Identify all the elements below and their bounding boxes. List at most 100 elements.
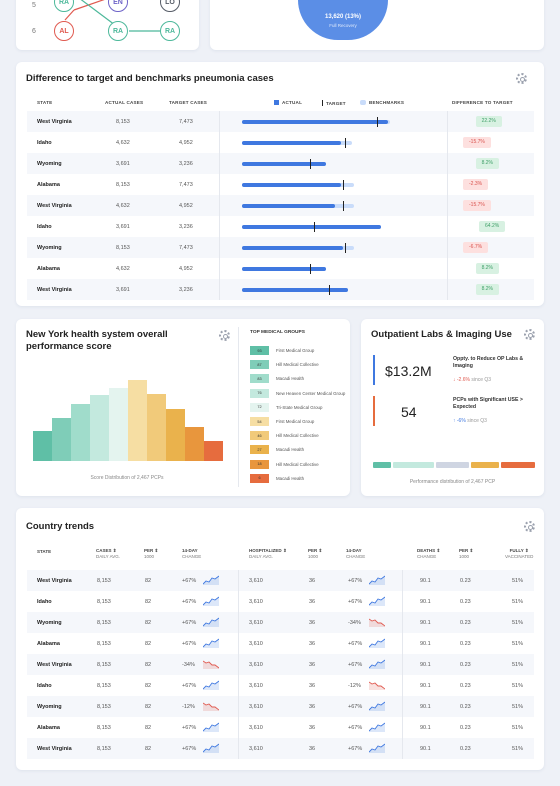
medical-group-item[interactable]: 27 Macadi Health (250, 445, 345, 457)
hospitalized-value: 3,610 (249, 641, 263, 647)
node-ra[interactable]: RA (108, 21, 128, 41)
histogram-bar[interactable] (109, 388, 128, 461)
target-cases: 4,952 (179, 203, 193, 209)
metric-label: Oppty. to Reduce OP Labs & Imaging (453, 356, 524, 369)
sparkline-icon (202, 659, 220, 669)
table-row[interactable]: Idaho 4,632 4,952 -15.7% (27, 132, 534, 153)
state-name: Alabama (37, 266, 60, 272)
table-row[interactable]: Wyoming 3,691 3,236 8.2% (27, 153, 534, 174)
actual-bar[interactable] (242, 204, 336, 208)
table-row[interactable]: West Virginia 4,632 4,952 -15.7% (27, 195, 534, 216)
actual-bar[interactable] (242, 288, 349, 292)
histogram-bar[interactable] (185, 427, 204, 461)
sparkline-icon (202, 617, 220, 627)
col-state: STATE (37, 549, 52, 554)
col-per[interactable]: PER ⇕ 1000 (308, 548, 323, 559)
group-score: 83 (250, 374, 269, 384)
actual-bar[interactable] (242, 141, 341, 145)
histogram-bar[interactable] (147, 393, 166, 461)
node-graph-card: 5 6 RA EN LO AL RA RA (16, 0, 199, 50)
medical-group-item[interactable]: 72 Tri-State Medical Group (250, 402, 345, 415)
medical-group-item[interactable]: 46 Hill Medical Collective (250, 431, 345, 443)
table-row[interactable]: Wyoming 8,153 82 +67% 3,610 36 -34% 90.1 0.23 51% (27, 612, 534, 633)
target-marker (342, 180, 344, 190)
table-row[interactable]: Wyoming 8,153 7,473 -6.7% (27, 237, 534, 258)
col-change[interactable]: 14-DAY CHANGE (182, 548, 202, 559)
histogram-bar[interactable] (71, 404, 90, 461)
node-ra[interactable]: RA (160, 21, 180, 41)
actual-bar[interactable] (242, 246, 343, 250)
funnel-segment[interactable]: 13,620 (13%) Full Recovery (298, 0, 388, 40)
change-value: +67% (348, 662, 363, 668)
sparkline-icon (202, 680, 220, 690)
actual-bar[interactable] (242, 183, 341, 187)
actual-bar[interactable] (242, 267, 326, 271)
state-name: Idaho (37, 683, 52, 689)
table-row[interactable]: Alabama 8,153 7,473 -2.3% (27, 174, 534, 195)
table-row[interactable]: Idaho 3,691 3,236 64.2% (27, 216, 534, 237)
per-value: 0.23 (460, 746, 471, 752)
histogram-bar[interactable] (204, 440, 223, 461)
sparkline-icon (368, 722, 386, 732)
col-deaths[interactable]: DEATHS ⇕ CHANGE (417, 548, 441, 559)
actual-cases: 3,691 (116, 287, 130, 293)
col-change[interactable]: 14-DAY CHANGE (346, 548, 366, 559)
distribution-segment[interactable] (435, 462, 470, 468)
histogram-bar[interactable] (52, 417, 71, 461)
histogram-bar[interactable] (90, 394, 109, 461)
col-vaccinated[interactable]: FULLY ⇕ VACCINATED (505, 548, 534, 559)
divider (402, 654, 403, 675)
medical-group-item[interactable]: 54 First Medical Group (250, 417, 345, 429)
node-al[interactable]: AL (54, 21, 74, 41)
table-row[interactable]: West Virginia 8,153 82 -34% 3,610 36 +67% 90.1 0… (27, 654, 534, 675)
distribution-bar (373, 462, 535, 468)
gear-icon[interactable] (524, 521, 535, 532)
table-row[interactable]: West Virginia 8,153 82 +67% 3,610 36 +67% 90.1 0… (27, 738, 534, 759)
gear-icon[interactable] (516, 73, 527, 84)
distribution-segment[interactable] (373, 462, 392, 468)
actual-bar[interactable] (242, 120, 389, 124)
medical-group-item[interactable]: 87 Hill Medical Collective (250, 360, 345, 372)
metric-opportunity[interactable]: $13.2M Oppty. to Reduce OP Labs & Imagin… (373, 355, 535, 385)
medical-group-item[interactable]: 76 New Heaven Center Medical Group (250, 388, 345, 401)
medical-group-item[interactable]: 93 First Medical Group (250, 346, 345, 358)
gear-icon[interactable] (524, 329, 535, 340)
table-row[interactable]: West Virginia 8,153 82 +67% 3,610 36 +67% 90.1 0… (27, 570, 534, 591)
distribution-segment[interactable] (471, 462, 500, 468)
state-name: Alabama (37, 182, 60, 188)
medical-group-item[interactable]: 6 Macadi Health (250, 473, 345, 486)
histogram-bar[interactable] (166, 408, 185, 461)
col-cases[interactable]: CASES ⇕ DAILY AVG. (96, 548, 121, 559)
table-row[interactable]: Wyoming 8,153 82 -12% 3,610 36 +67% 90.1 0.23 51% (27, 696, 534, 717)
per-value: 0.23 (460, 662, 471, 668)
table-row[interactable]: West Virginia 3,691 3,236 8.2% (27, 279, 534, 300)
actual-bar[interactable] (242, 225, 381, 229)
metric-pcps[interactable]: 54 PCPs with Significant USE > Expected … (373, 396, 535, 426)
table-row[interactable]: Alabama 8,153 82 +67% 3,610 36 +67% 90.1 0.23 51% (27, 717, 534, 738)
change-value: +67% (182, 641, 197, 647)
cases-value: 8,153 (97, 725, 111, 731)
distribution-segment[interactable] (393, 462, 434, 468)
actual-bar[interactable] (242, 162, 326, 166)
medical-group-item[interactable]: 83 Macadi Health (250, 374, 345, 386)
divider (238, 570, 239, 591)
divider (238, 696, 239, 717)
sparkline-icon (368, 575, 386, 585)
table-row[interactable]: West Virginia 8,153 7,473 22.2% (27, 111, 534, 132)
histogram-bar[interactable] (33, 430, 52, 461)
deaths-value: 90.1 (420, 641, 431, 647)
gear-icon[interactable] (219, 330, 230, 341)
table-row[interactable]: Alabama 8,153 82 +67% 3,610 36 +67% 90.1 0.23 51% (27, 633, 534, 654)
table-row[interactable]: Idaho 8,153 82 +67% 3,610 36 -12% 90.1 0.23 51% (27, 675, 534, 696)
histogram-bar[interactable] (128, 380, 147, 461)
table-row[interactable]: Idaho 8,153 82 +67% 3,610 36 +67% 90.1 0.23 51% (27, 591, 534, 612)
sparkline-icon (368, 638, 386, 648)
col-hospitalized[interactable]: HOSPITALIZED ⇕ DAILY AVG. (249, 548, 287, 559)
cases-value: 8,153 (97, 620, 111, 626)
table-row[interactable]: Alabama 4,632 4,952 8.2% (27, 258, 534, 279)
arrow-up-icon: ↑ (453, 418, 456, 424)
col-per[interactable]: PER ⇕ 1000 (144, 548, 159, 559)
distribution-segment[interactable] (501, 462, 535, 468)
medical-group-item[interactable]: 18 Hill Medical Collective (250, 459, 345, 472)
col-per[interactable]: PER ⇕ 1000 (459, 548, 474, 559)
